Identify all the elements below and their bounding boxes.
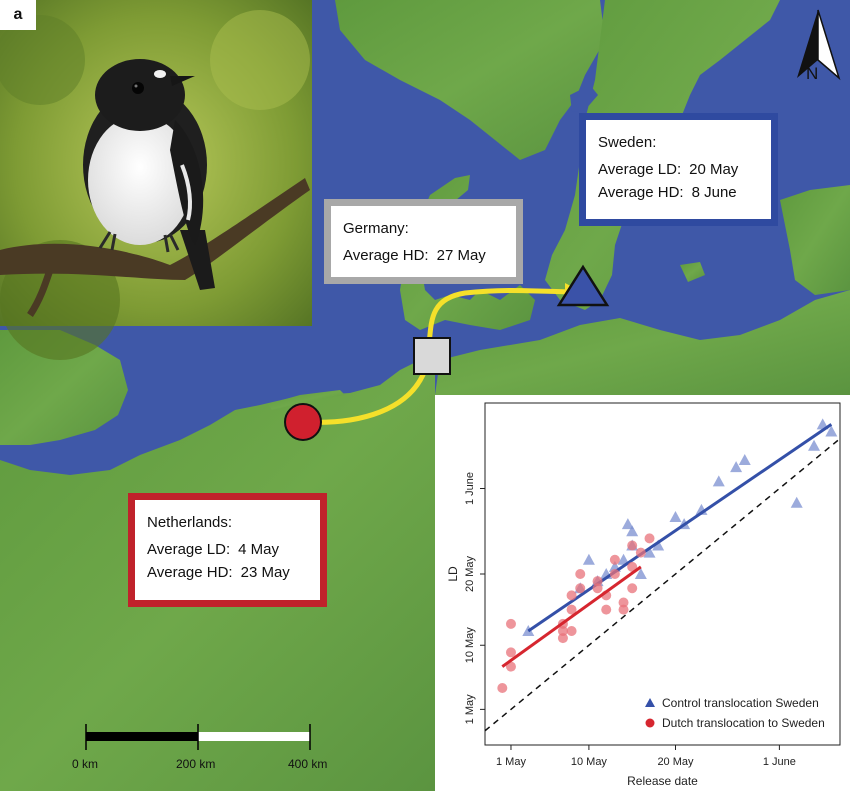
series-0-point-6 <box>617 553 630 565</box>
germany-title: Germany: <box>343 220 409 237</box>
north-label: N <box>806 64 819 83</box>
series-1-point-21 <box>644 533 655 544</box>
series-1-point-6 <box>557 626 568 636</box>
netherlands-hd-value: 23 May <box>240 564 290 581</box>
x-axis-title: Release date <box>627 774 698 788</box>
sweden-ld-value: 20 May <box>689 161 739 178</box>
series-1-point-1 <box>505 661 516 672</box>
series-1-point-19 <box>627 540 638 551</box>
scale-bar <box>85 724 311 750</box>
germany-info-box: Germany: Average HD: 27 May <box>324 199 523 284</box>
germany-hd-value: 27 May <box>436 247 486 264</box>
y-tick-label-2: 20 May <box>464 555 476 592</box>
series-0-point-9 <box>634 568 647 579</box>
series-1-point-9 <box>566 590 577 601</box>
sweden-title: Sweden: <box>598 134 657 151</box>
legend-marker-0 <box>645 698 655 707</box>
series-1-point-7 <box>566 626 577 636</box>
chart-panel: 1 May 10 May 20 May 1 June 1 May 10 May 20 May… <box>435 395 850 791</box>
lake-vattern <box>570 85 598 112</box>
series-0-point-16 <box>730 461 743 473</box>
scale-label-400: 400 km <box>288 757 328 771</box>
y-tick-label-0: 1 May <box>464 694 476 724</box>
series-1-point-14 <box>609 569 620 579</box>
scale-label-0: 0 km <box>72 757 99 771</box>
series-0-point-21 <box>825 425 838 437</box>
netherlands-title: Netherlands: <box>147 514 233 531</box>
series-1-point-23 <box>601 604 612 615</box>
series-1-point-0 <box>497 683 508 693</box>
series-1-point-8 <box>566 604 577 615</box>
germany-marker <box>413 337 451 375</box>
land-bornholm <box>680 262 705 282</box>
sweden-marker <box>556 264 610 307</box>
netherlands-hd-label: Average HD: <box>147 564 233 581</box>
series-0-point-19 <box>808 439 821 451</box>
scale-label-200: 200 km <box>176 757 216 771</box>
land-scandinavia <box>335 0 605 160</box>
legend-marker-1 <box>645 718 655 728</box>
series-1-point-20 <box>635 547 646 558</box>
land-britain <box>0 330 128 445</box>
series-0-point-10 <box>643 546 656 558</box>
series-0-point-8 <box>621 518 634 530</box>
panel-label-a: a <box>0 0 36 30</box>
x-tick-label-0: 1 May <box>496 756 526 768</box>
series-0-fit-line <box>527 423 833 633</box>
netherlands-ld-value: 4 May <box>238 541 279 558</box>
series-0-point-11 <box>652 539 665 551</box>
migration-route <box>300 287 578 425</box>
series-0-point-12 <box>669 511 682 522</box>
germany-hd-label: Average HD: <box>343 247 429 264</box>
series-0-point-15 <box>712 475 725 487</box>
series-1-point-12 <box>592 576 603 587</box>
legend-label-1: Dutch translocation to Sweden <box>662 716 825 730</box>
y-tick-label-1: 10 May <box>464 627 476 664</box>
series-1-point-11 <box>575 569 586 579</box>
series-1-point-24 <box>592 583 603 594</box>
bird-photo <box>0 0 312 360</box>
sweden-info-box: Sweden: Average LD: 20 May Average HD: 8 J… <box>579 113 778 226</box>
netherlands-marker <box>284 403 322 441</box>
y-tick-label-3: 1 June <box>464 472 476 505</box>
land-wadden-islands <box>268 390 345 410</box>
series-1-fit-line <box>501 565 642 668</box>
series-1-point-3 <box>505 618 516 629</box>
netherlands-ld-label: Average LD: <box>147 541 231 558</box>
x-tick-label-2: 20 May <box>657 756 694 768</box>
sweden-hd-value: 8 June <box>691 184 737 201</box>
sweden-ld-label: Average LD: <box>598 161 682 178</box>
x-tick-label-1: 10 May <box>571 756 608 768</box>
series-0-point-22 <box>626 525 639 537</box>
legend-label-0: Control translocation Sweden <box>662 696 819 710</box>
y-axis-title: LD <box>446 566 460 582</box>
series-1-point-22 <box>609 554 620 565</box>
land-baltic-south <box>435 290 850 395</box>
land-baltic-states <box>780 185 850 295</box>
series-1-point-16 <box>618 604 629 615</box>
netherlands-info-box: Netherlands: Average LD: 4 May Average HD… <box>128 493 327 607</box>
series-0-point-17 <box>738 454 751 465</box>
ld-scatter-chart: 1 May 10 May 20 May 1 June 1 May 10 May 20 May… <box>446 402 841 788</box>
series-1-point-10 <box>575 583 586 594</box>
reference-line <box>484 438 841 732</box>
series-0-point-2 <box>582 553 595 565</box>
series-1-point-15 <box>618 597 629 608</box>
series-1-point-18 <box>627 561 638 572</box>
north-arrow-icon <box>797 9 841 81</box>
series-1-point-2 <box>505 647 516 658</box>
series-0-point-18 <box>790 496 803 508</box>
x-tick-label-3: 1 June <box>763 756 796 768</box>
series-1-point-4 <box>557 633 568 644</box>
land-sweden <box>545 0 780 310</box>
sweden-hd-label: Average HD: <box>598 184 684 201</box>
series-1-point-17 <box>627 583 638 594</box>
